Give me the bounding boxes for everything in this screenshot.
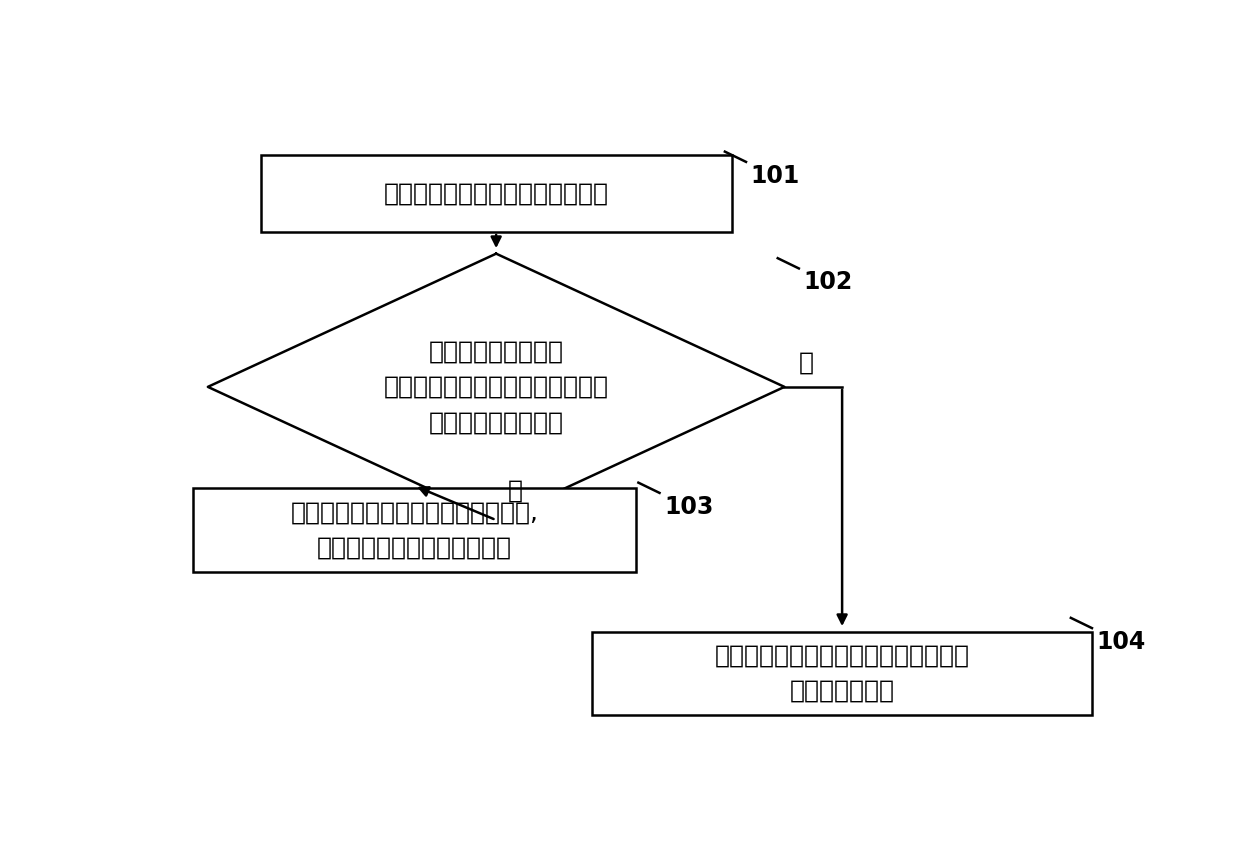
Text: 否: 否 — [507, 479, 523, 503]
Text: 102: 102 — [804, 270, 853, 294]
Text: 获取空调作用区域的当前温湿度值: 获取空调作用区域的当前温湿度值 — [383, 182, 609, 206]
Text: 根据当前温湿度值中的当前湿度值调整
空调的运行模式: 根据当前温湿度值中的当前湿度值调整 空调的运行模式 — [714, 644, 970, 703]
Text: 判断当前温湿度值中
的当前温度值是否在当前目标温湿
度范围的温度范围中: 判断当前温湿度值中 的当前温度值是否在当前目标温湿 度范围的温度范围中 — [383, 339, 609, 434]
Text: 103: 103 — [665, 495, 714, 519]
Bar — [593, 631, 1092, 714]
Text: 104: 104 — [1096, 630, 1146, 654]
Text: 根据当前温度值调整空调的运行模式,
直至当前温度值在温度范围中: 根据当前温度值调整空调的运行模式, 直至当前温度值在温度范围中 — [290, 500, 538, 560]
Text: 101: 101 — [751, 163, 800, 188]
Bar — [193, 489, 635, 572]
Polygon shape — [208, 253, 785, 520]
Bar — [260, 156, 732, 232]
Text: 是: 是 — [799, 351, 813, 375]
